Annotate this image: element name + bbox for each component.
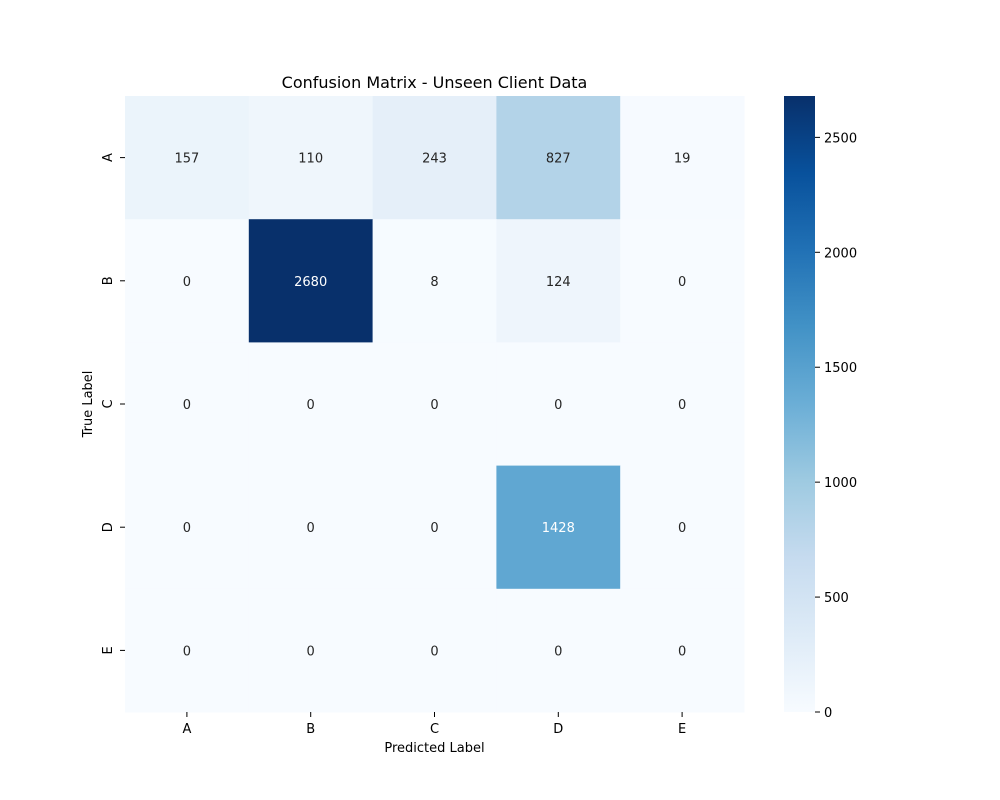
y-axis-label: True Label — [81, 371, 96, 439]
x-tick-label-E: E — [678, 722, 686, 737]
heatmap-cell-C-E — [620, 342, 745, 467]
heatmap-cell-C-C — [372, 342, 497, 467]
heatmap-cell-B-B — [248, 219, 374, 343]
heatmap-cell-A-A — [125, 96, 250, 220]
cell-value-E-C: 0 — [430, 644, 438, 659]
heatmap-cell-E-B — [248, 588, 374, 713]
y-tick-label-D: D — [101, 522, 116, 532]
heatmap-grid — [125, 96, 745, 713]
cell-value-D-E: 0 — [678, 521, 686, 536]
cell-value-A-D: 827 — [546, 152, 571, 167]
cell-value-C-A: 0 — [183, 398, 191, 413]
cell-value-B-C: 8 — [430, 275, 438, 290]
y-tick-label-B: B — [101, 276, 116, 285]
cell-value-C-D: 0 — [554, 398, 562, 413]
cell-value-E-E: 0 — [678, 644, 686, 659]
cell-value-D-C: 0 — [430, 521, 438, 536]
heatmap-cell-A-C — [372, 96, 497, 220]
cell-value-E-A: 0 — [183, 644, 191, 659]
y-tick-label-E: E — [101, 646, 116, 654]
cell-value-B-D: 124 — [546, 275, 571, 290]
heatmap-cell-A-E — [620, 96, 745, 220]
heatmap-cell-D-C — [372, 465, 497, 590]
heatmap-cell-A-B — [248, 96, 374, 220]
y-axis-ticks: A B C D E — [101, 153, 125, 655]
cell-value-C-C: 0 — [430, 398, 438, 413]
chart-title: Confusion Matrix - Unseen Client Data — [282, 73, 588, 92]
x-tick-label-C: C — [430, 722, 439, 737]
heatmap-cell-B-A — [125, 219, 250, 343]
cell-value-E-D: 0 — [554, 644, 562, 659]
heatmap-cell-D-E — [620, 465, 745, 590]
cell-value-A-B: 110 — [298, 152, 323, 167]
heatmap-cell-A-D — [496, 96, 621, 220]
colorbar-tick-label-1000: 1000 — [824, 476, 857, 491]
cell-value-D-D: 1428 — [542, 521, 575, 536]
heatmap-cell-D-B — [248, 465, 374, 590]
heatmap-cell-B-D — [496, 219, 621, 343]
colorbar-tick-label-1500: 1500 — [824, 361, 857, 376]
cell-value-C-E: 0 — [678, 398, 686, 413]
cell-value-B-B: 2680 — [294, 275, 327, 290]
x-axis-ticks: A B C D E — [182, 712, 686, 737]
x-axis-label: Predicted Label — [384, 741, 484, 756]
x-tick-label-D: D — [553, 722, 563, 737]
heatmap-cell-E-D — [496, 588, 621, 713]
y-tick-label-A: A — [101, 153, 116, 162]
cell-value-D-B: 0 — [307, 521, 315, 536]
colorbar-tick-label-500: 500 — [824, 591, 849, 606]
heatmap-cell-B-E — [620, 219, 745, 343]
heatmap-cell-E-E — [620, 588, 745, 713]
heatmap-cell-D-A — [125, 465, 250, 590]
cell-value-A-E: 19 — [674, 152, 691, 167]
cell-value-C-B: 0 — [307, 398, 315, 413]
x-tick-label-B: B — [306, 722, 315, 737]
colorbar-tick-label-2500: 2500 — [824, 131, 857, 146]
colorbar-ticks: 0 500 1000 1500 2000 2500 — [815, 131, 857, 721]
colorbar-tick-label-0: 0 — [824, 706, 832, 721]
colorbar — [784, 96, 815, 712]
heatmap-cell-C-B — [248, 342, 374, 467]
cell-value-E-B: 0 — [307, 644, 315, 659]
heatmap-cell-D-D — [496, 465, 621, 590]
heatmap-cell-E-C — [372, 588, 497, 713]
x-tick-label-A: A — [182, 722, 191, 737]
colorbar-tick-label-2000: 2000 — [824, 246, 857, 261]
heatmap-cell-C-D — [496, 342, 621, 467]
y-tick-label-C: C — [101, 399, 116, 408]
cell-value-B-E: 0 — [678, 275, 686, 290]
heatmap-cell-B-C — [372, 219, 497, 343]
cell-value-B-A: 0 — [183, 275, 191, 290]
heatmap-cell-C-A — [125, 342, 250, 467]
heatmap-cell-E-A — [125, 588, 250, 713]
cell-value-D-A: 0 — [183, 521, 191, 536]
cell-value-A-C: 243 — [422, 152, 447, 167]
heatmap-cell-labels: 157 110 243 827 19 0 2680 8 124 0 0 0 0 0 0 0 0 0 1428 0 0 0 0… — [174, 152, 690, 660]
cell-value-A-A: 157 — [174, 152, 199, 167]
